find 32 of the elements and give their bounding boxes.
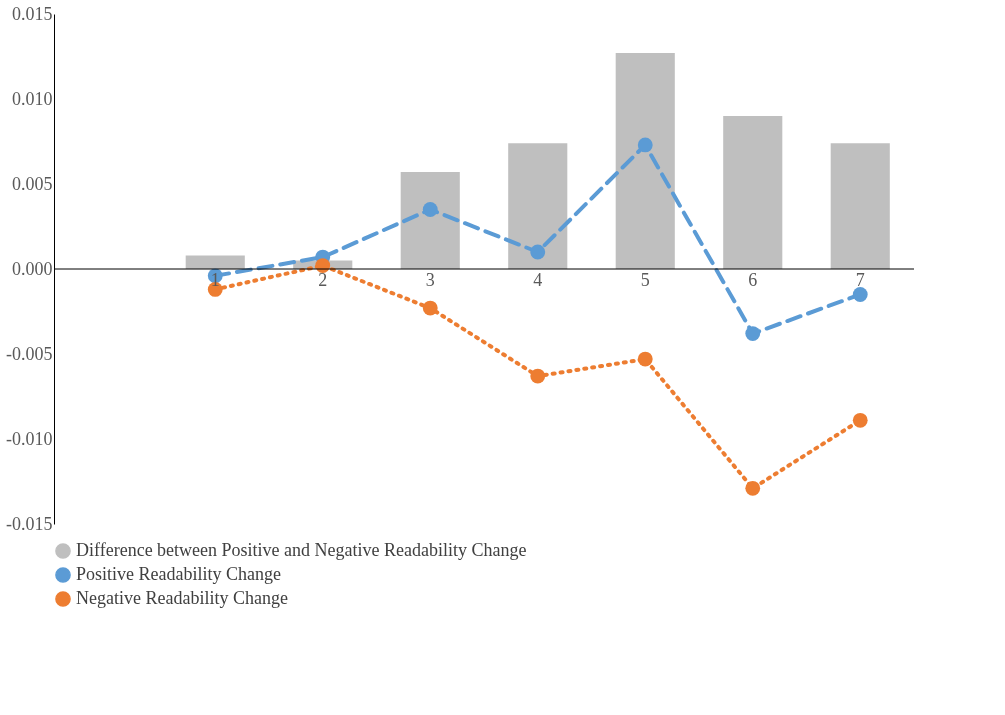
y-tick-label: 0.010 xyxy=(12,88,53,109)
x-tick-label: 6 xyxy=(748,269,758,290)
bar xyxy=(723,116,783,269)
bar xyxy=(615,53,675,269)
point xyxy=(422,300,438,316)
bar xyxy=(400,172,460,269)
point xyxy=(852,287,868,302)
point xyxy=(422,202,438,217)
y-tick-label: 0.015 xyxy=(12,3,53,24)
legend-label: Positive Readability Change xyxy=(76,564,281,584)
y-tick-label: -0.005 xyxy=(6,343,53,364)
point xyxy=(852,412,868,428)
x-tick-label: 2 xyxy=(318,269,328,290)
point xyxy=(745,480,761,496)
x-tick-label: 7 xyxy=(855,269,865,290)
point xyxy=(745,326,761,341)
point xyxy=(637,137,653,153)
y-tick-label: -0.010 xyxy=(6,428,53,449)
point xyxy=(530,244,546,260)
x-tick-label: 5 xyxy=(640,269,650,290)
bar xyxy=(508,143,568,269)
bar xyxy=(185,255,245,269)
bar xyxy=(830,143,890,269)
y-tick-label: 0.000 xyxy=(12,258,53,279)
point xyxy=(637,351,653,367)
y-tick-label: 0.005 xyxy=(12,173,53,194)
y-tick-label: -0.015 xyxy=(6,513,53,534)
x-tick-label: 3 xyxy=(425,269,435,290)
point xyxy=(530,368,546,384)
legend-label: Difference between Positive and Negative Readability Change xyxy=(76,540,527,560)
legend-label: Negative Readability Change xyxy=(76,588,288,608)
x-tick-label: 4 xyxy=(533,269,543,290)
